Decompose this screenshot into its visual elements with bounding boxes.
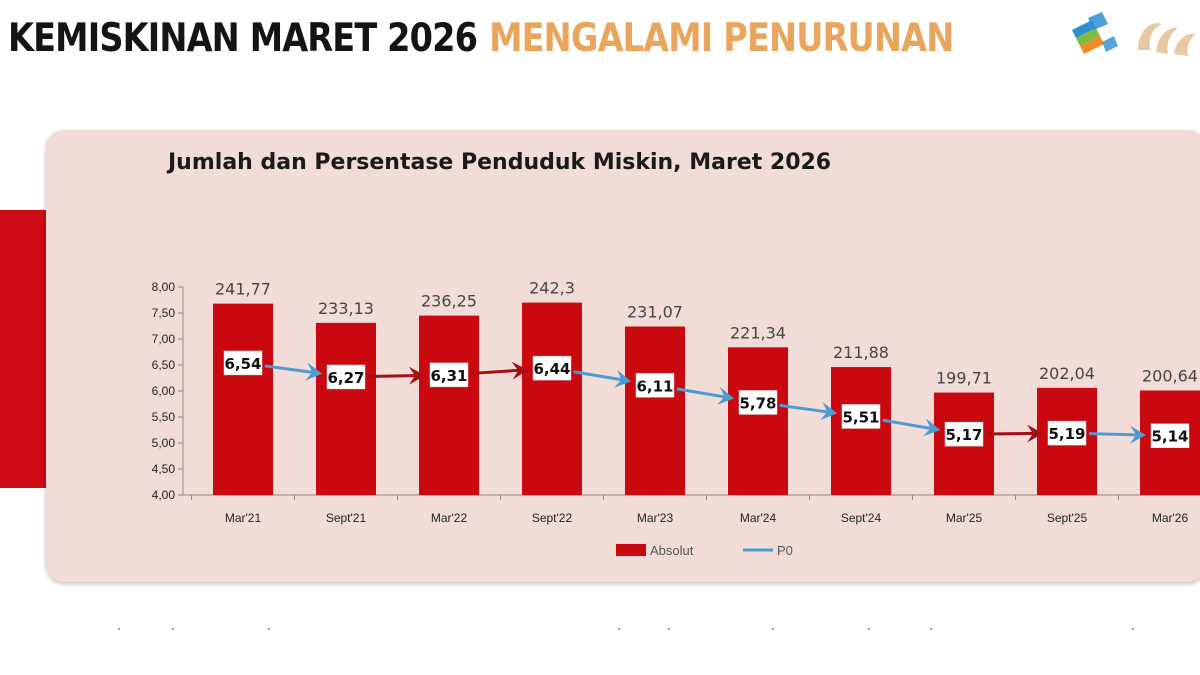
x-tick-label: Mar'25 bbox=[946, 511, 983, 525]
legend-swatch-absolut bbox=[616, 544, 646, 556]
y-tick-label: 8,00 bbox=[152, 280, 176, 294]
p0-line-segment bbox=[985, 429, 1040, 438]
p0-value-label: 5,17 bbox=[945, 426, 982, 444]
p0-label-box bbox=[326, 364, 366, 390]
p0-label-box bbox=[944, 421, 984, 447]
y-tick-label: 6,50 bbox=[152, 358, 176, 372]
p0-arrow-head bbox=[408, 366, 426, 385]
x-tick-label: Mar'23 bbox=[637, 511, 674, 525]
x-tick-label: Sept'24 bbox=[841, 511, 882, 525]
p0-arrow-head bbox=[717, 386, 735, 405]
p0-value-label: 6,31 bbox=[430, 367, 467, 385]
p0-line-segment bbox=[470, 366, 525, 375]
page-headline: KEMISKINAN MARET 2026 MENGALAMI PENURUNA… bbox=[8, 8, 954, 68]
p0-arrow-head bbox=[1129, 425, 1147, 444]
bar-value-label: 199,71 bbox=[936, 369, 992, 388]
p0-line-segment bbox=[882, 418, 937, 433]
p0-value-label: 5,19 bbox=[1048, 425, 1085, 443]
chart-title: Jumlah dan Persentase Penduduk Miskin, M… bbox=[168, 150, 832, 175]
p0-line-segment bbox=[676, 387, 731, 401]
x-tick-label: Sept'21 bbox=[326, 511, 367, 525]
p0-label-box bbox=[841, 404, 881, 429]
p0-line-segment bbox=[573, 370, 628, 384]
bar-absolut bbox=[522, 302, 582, 495]
footer-dot bbox=[668, 628, 670, 630]
p0-value-label: 6,27 bbox=[327, 369, 364, 387]
y-tick-label: 7,00 bbox=[152, 332, 176, 346]
bar-absolut bbox=[831, 367, 891, 495]
bar-value-label: 202,04 bbox=[1039, 364, 1095, 383]
p0-value-label: 5,78 bbox=[739, 394, 776, 412]
footer-dot bbox=[868, 628, 870, 630]
bar-value-label: 231,07 bbox=[627, 303, 683, 322]
y-tick-label: 5,00 bbox=[152, 436, 176, 450]
bar-absolut bbox=[419, 315, 479, 495]
y-tick-label: 4,00 bbox=[152, 488, 176, 502]
p0-arrow-head bbox=[305, 362, 323, 381]
p0-value-label: 5,51 bbox=[842, 408, 879, 426]
bar-absolut bbox=[728, 347, 788, 495]
bar-value-label: 211,88 bbox=[833, 343, 889, 362]
bar-value-label: 236,25 bbox=[421, 292, 477, 311]
bar-value-label: 242,3 bbox=[529, 279, 575, 298]
legend-label-absolut: Absolut bbox=[650, 543, 694, 558]
y-tick-label: 5,50 bbox=[152, 410, 176, 424]
p0-label-box bbox=[223, 350, 263, 376]
left-accent-bar bbox=[0, 210, 46, 488]
p0-arrow-head bbox=[923, 418, 941, 437]
p0-arrow-head bbox=[614, 369, 632, 388]
x-tick-label: Sept'22 bbox=[532, 511, 573, 525]
p0-value-label: 6,54 bbox=[224, 355, 261, 373]
x-tick-label: Mar'24 bbox=[740, 511, 777, 525]
footer-dot bbox=[268, 628, 270, 630]
y-tick-label: 6,00 bbox=[152, 384, 176, 398]
p0-label-box bbox=[532, 355, 572, 381]
headline-part-1: KEMISKINAN MARET 2026 bbox=[8, 15, 478, 61]
p0-arrow-head bbox=[1026, 424, 1044, 443]
p0-line-segment bbox=[779, 403, 834, 416]
bar-absolut bbox=[213, 303, 273, 495]
bps-logo-icon bbox=[1072, 12, 1196, 56]
p0-value-label: 5,14 bbox=[1151, 428, 1188, 446]
p0-arrow-head bbox=[820, 402, 838, 420]
y-tick-label: 4,50 bbox=[152, 462, 176, 476]
headline-part-2: MENGALAMI PENURUNAN bbox=[489, 15, 954, 61]
p0-arrow-head bbox=[511, 361, 529, 380]
bar-value-label: 200,64 bbox=[1142, 366, 1198, 385]
footer-dot bbox=[772, 628, 774, 630]
bar-value-label: 233,13 bbox=[318, 299, 374, 318]
bar-value-label: 241,77 bbox=[215, 280, 271, 299]
footer-dot bbox=[172, 628, 174, 630]
p0-label-box bbox=[1150, 423, 1190, 448]
x-tick-label: Mar'22 bbox=[431, 511, 468, 525]
p0-line-segment bbox=[1088, 430, 1143, 439]
footer-dot bbox=[118, 628, 120, 630]
footer-dot bbox=[930, 628, 932, 630]
p0-label-box bbox=[738, 390, 778, 415]
p0-line-segment bbox=[367, 371, 422, 380]
footer-dot bbox=[1132, 628, 1134, 630]
legend-label-p0: P0 bbox=[777, 543, 793, 558]
p0-label-box bbox=[429, 362, 469, 388]
p0-value-label: 6,44 bbox=[533, 360, 570, 378]
bar-absolut bbox=[316, 322, 376, 495]
p0-value-label: 6,11 bbox=[636, 377, 673, 395]
footer-dot bbox=[618, 628, 620, 630]
p0-line-segment bbox=[264, 364, 319, 377]
bar-absolut bbox=[625, 326, 685, 495]
bar-value-label: 221,34 bbox=[730, 323, 786, 342]
x-tick-label: Mar'26 bbox=[1152, 511, 1189, 525]
y-tick-label: 7,50 bbox=[152, 306, 176, 320]
p0-label-box bbox=[1047, 420, 1087, 446]
x-tick-label: Sept'25 bbox=[1047, 511, 1088, 525]
p0-label-box bbox=[635, 373, 675, 398]
x-tick-label: Mar'21 bbox=[225, 511, 262, 525]
